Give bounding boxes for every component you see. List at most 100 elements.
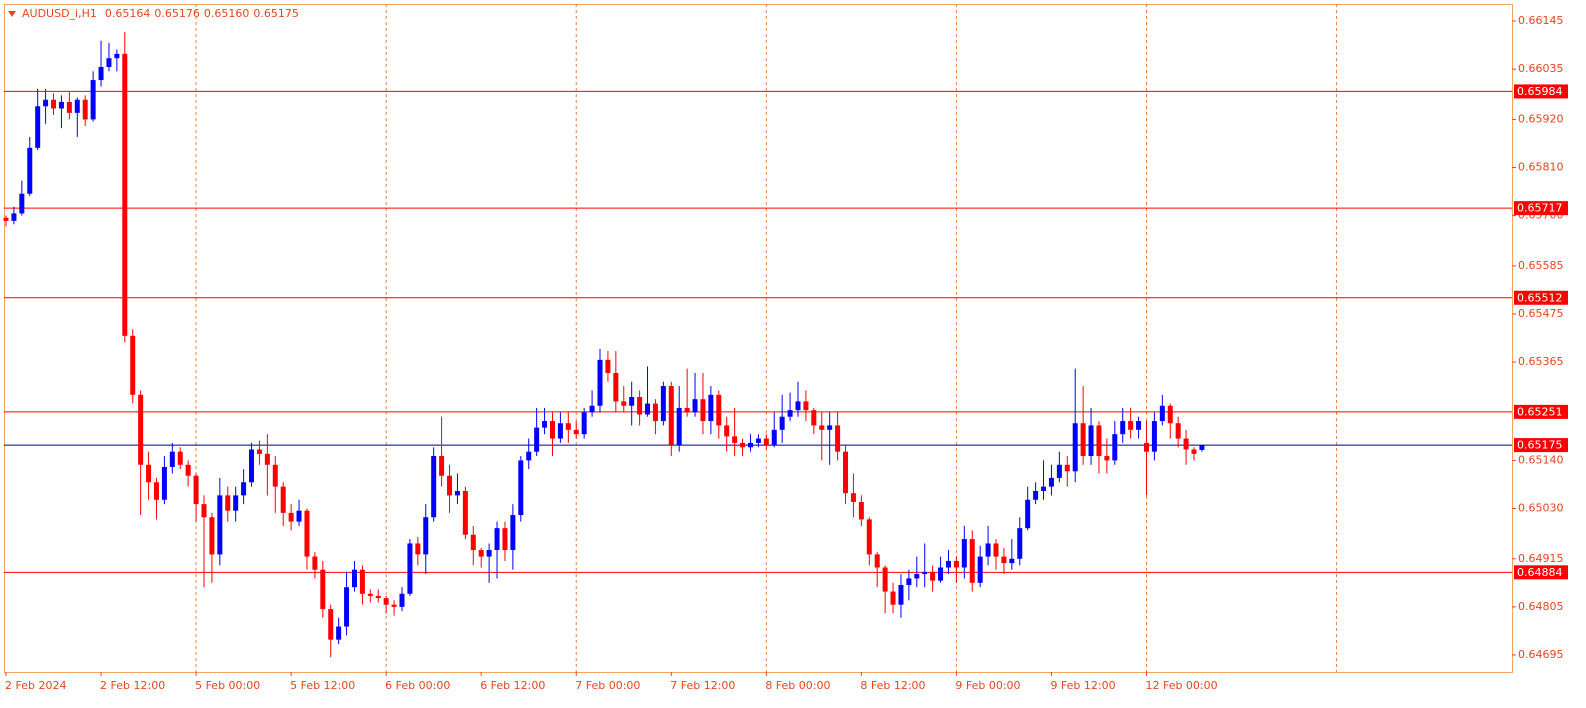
candle-body — [922, 571, 928, 575]
candle-body — [462, 491, 468, 535]
candle-body — [1064, 464, 1070, 472]
x-tick-label: 6 Feb 00:00 — [385, 679, 450, 692]
candle-body — [114, 53, 120, 59]
header-value: 0.65175 — [253, 7, 299, 20]
candle-body — [985, 543, 991, 557]
candle-body — [565, 423, 571, 430]
y-tick-label: 0.64695 — [1518, 648, 1564, 661]
candle-body — [1096, 425, 1102, 457]
y-tick-label: 0.66035 — [1518, 62, 1564, 75]
candle-body — [684, 407, 690, 413]
price-tag-label: 0.65175 — [1517, 439, 1563, 452]
candle-body — [652, 403, 658, 422]
candle-body — [1104, 456, 1110, 461]
candle-body — [391, 604, 397, 607]
y-tick-label: 0.65810 — [1518, 161, 1564, 174]
candle-body — [645, 403, 651, 415]
candle-body — [82, 99, 88, 120]
candle-body — [938, 567, 944, 581]
x-tick-label: 6 Feb 12:00 — [480, 679, 545, 692]
candle-body — [375, 595, 381, 599]
candle-body — [819, 425, 825, 430]
candle-body — [1175, 423, 1181, 439]
price-tag-label: 0.65717 — [1517, 202, 1563, 215]
candle-body — [692, 399, 698, 413]
candle-body — [256, 449, 262, 454]
candle-body — [35, 106, 41, 148]
price-tag — [1514, 438, 1568, 453]
candle-body — [811, 410, 817, 426]
candle-body — [328, 609, 334, 640]
candle-body — [138, 394, 144, 465]
candle-body — [225, 495, 231, 511]
candle-body — [1001, 556, 1007, 564]
symbol-menu[interactable] — [8, 11, 16, 17]
candle-body — [542, 421, 548, 428]
candle-body — [573, 429, 579, 435]
candle-body — [969, 539, 975, 583]
candle-body — [447, 475, 453, 496]
candle-body — [399, 593, 405, 607]
candle-body — [423, 517, 429, 555]
candle-body — [660, 386, 666, 422]
x-tick-label: 8 Feb 12:00 — [860, 679, 925, 692]
candle-body — [977, 556, 983, 583]
candle-body — [233, 495, 239, 511]
candle-body — [732, 436, 738, 443]
candle-body — [779, 416, 785, 430]
candle-body — [1191, 449, 1197, 454]
candle-body — [1041, 486, 1047, 492]
candle-body — [185, 464, 191, 476]
candle-body — [1033, 491, 1039, 500]
candle-body — [605, 359, 611, 373]
candle-body — [866, 519, 872, 555]
x-tick-label: 9 Feb 00:00 — [955, 679, 1020, 692]
candle-body — [288, 512, 294, 522]
candle-body — [217, 495, 223, 555]
candle-body — [993, 543, 999, 557]
y-tick-label: 0.65140 — [1518, 453, 1564, 466]
candle-body — [953, 560, 959, 568]
candle-body — [122, 53, 128, 336]
candle-body — [161, 466, 167, 500]
candle-body — [1017, 528, 1023, 559]
candle-body — [708, 394, 714, 422]
candle-body — [1080, 423, 1086, 457]
price-tag — [1514, 404, 1568, 419]
candle-body — [1183, 438, 1189, 450]
y-tick-label: 0.65920 — [1518, 112, 1564, 125]
candle-body — [914, 574, 920, 579]
candle-body — [890, 591, 896, 605]
candle-body — [177, 451, 183, 465]
candle-body — [3, 217, 9, 221]
price-tag-label: 0.65251 — [1517, 405, 1563, 418]
candle-body — [850, 493, 856, 502]
candle-body — [700, 399, 706, 422]
candle-body — [415, 543, 421, 555]
candle-body — [209, 517, 215, 555]
x-tick-label: 2 Feb 12:00 — [100, 679, 165, 692]
candle-body — [51, 99, 57, 109]
candle-body — [557, 423, 563, 439]
candle-body — [581, 412, 587, 435]
candle-body — [858, 501, 864, 520]
x-tick-label: 5 Feb 00:00 — [195, 679, 260, 692]
candle-body — [336, 626, 342, 640]
candle-body — [724, 425, 730, 437]
x-tick-label: 12 Feb 00:00 — [1145, 679, 1217, 692]
x-tick-label: 5 Feb 12:00 — [290, 679, 355, 692]
candle-body — [613, 372, 619, 402]
candle-body — [478, 550, 484, 557]
candle-body — [961, 539, 967, 568]
candle-body — [312, 556, 318, 570]
candle-body — [43, 99, 49, 107]
y-tick-label: 0.64915 — [1518, 552, 1564, 565]
candle-body — [344, 587, 350, 627]
candle-body — [1143, 442, 1149, 452]
candle-body — [882, 567, 888, 592]
header-value: 0.65160 — [204, 7, 250, 20]
candle-body — [930, 571, 936, 581]
y-tick-label: 0.64805 — [1518, 600, 1564, 613]
candle-body — [835, 425, 841, 452]
